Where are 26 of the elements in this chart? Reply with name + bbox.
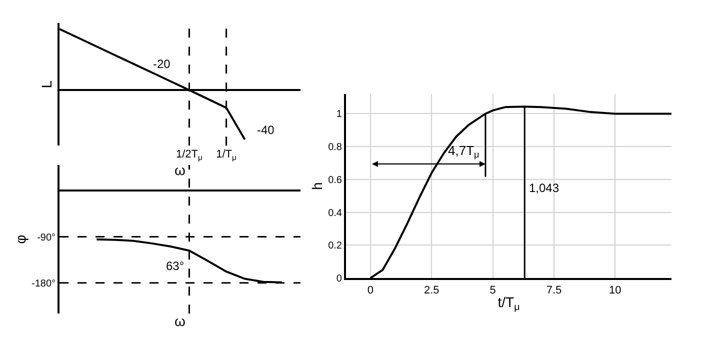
y-axis-title: φ xyxy=(12,234,29,244)
y-axis-title: h xyxy=(309,182,326,190)
x-tick-label: 1/T$_{μ}$ xyxy=(216,148,236,162)
x-tick-label: 5 xyxy=(490,284,496,296)
x-axis-title: t/T$_{μ}$ xyxy=(498,294,520,314)
x-tick-label: 7.5 xyxy=(546,284,562,296)
y-tick-label: -90° xyxy=(37,232,56,244)
annotation: -40 xyxy=(257,123,275,137)
y-tick-label: -180° xyxy=(32,278,56,290)
y-tick-label: 0.6 xyxy=(328,174,342,186)
annotation: 1,043 xyxy=(529,181,560,195)
x-tick-label: 2.5 xyxy=(424,284,440,296)
annotation: -20 xyxy=(153,57,171,71)
x-axis-title: ω xyxy=(174,312,186,329)
y-axis-title: L xyxy=(38,80,55,88)
y-tick-label: 0.8 xyxy=(328,142,342,154)
x-tick-label: 1/2T$_{μ}$ xyxy=(176,148,202,162)
y-tick-label: 0.4 xyxy=(328,208,342,219)
ref-line-label: 4,7T$_{μ}$ xyxy=(448,143,480,160)
y-tick-label: 0.2 xyxy=(328,240,342,252)
x-axis-title: ω xyxy=(174,162,186,178)
annotation: 63° xyxy=(166,259,184,273)
y-tick-label: 1 xyxy=(336,109,342,120)
x-tick-label: 10 xyxy=(609,284,622,296)
y-tick-label: 0 xyxy=(336,274,342,285)
x-tick-label: 0 xyxy=(367,284,374,296)
